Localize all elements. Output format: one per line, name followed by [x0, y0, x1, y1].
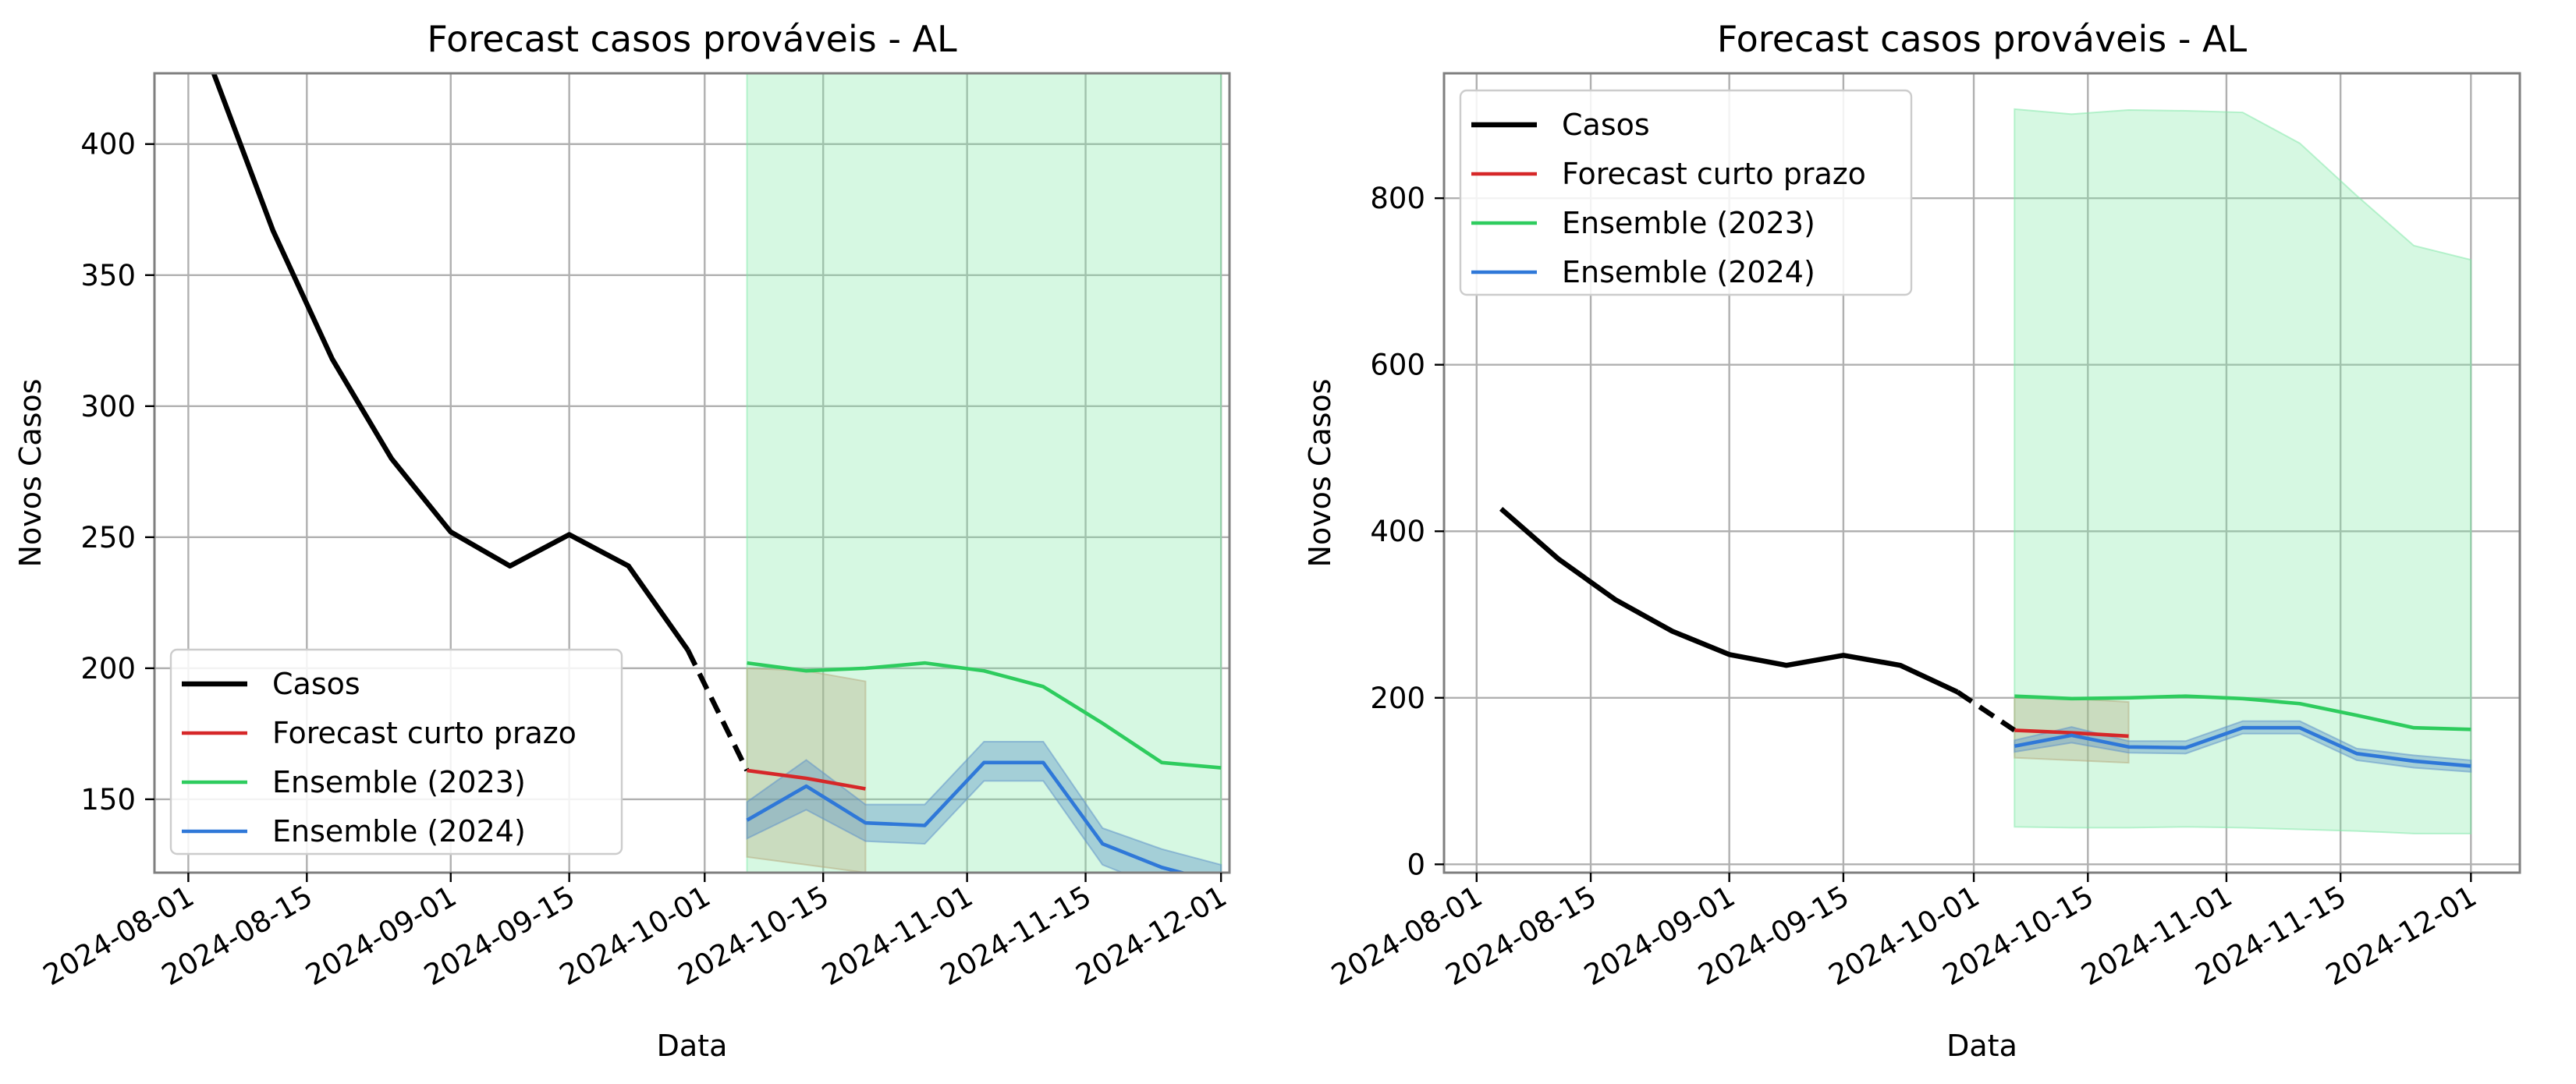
ensemble-2024-line	[2014, 725, 2471, 768]
x-axis-label: Data	[1946, 1029, 2017, 1063]
y-tick-label: 400	[80, 128, 136, 161]
ensemble-2023-band	[746, 73, 1222, 873]
x-tick-label: 2024-12-01	[1070, 880, 1233, 993]
y-tick-label: 200	[80, 652, 136, 685]
plot-area	[1499, 108, 2472, 834]
y-tick-label: 150	[80, 783, 136, 817]
y-axis-label: Novos Casos	[1303, 379, 1337, 568]
right-chart-panel: 02004006008002024-08-012024-08-152024-09…	[1303, 18, 2521, 1063]
forecast-curto-prazo-legend-label: Forecast curto prazo	[1562, 157, 1866, 191]
casos-line	[211, 73, 690, 652]
forecast-curto-prazo-line	[2014, 728, 2129, 739]
forecast-curto-prazo-legend-label: Forecast curto prazo	[272, 716, 577, 750]
y-tick-label: 0	[1407, 848, 1425, 881]
forecast-curto-prazo-line	[747, 768, 866, 791]
ensemble-2023-legend-label: Ensemble (2023)	[272, 765, 526, 799]
casos-line	[1499, 506, 1959, 695]
y-tick-label: 800	[1370, 182, 1425, 215]
y-tick-label: 350	[80, 259, 136, 292]
y-axis-label: Novos Casos	[13, 379, 48, 568]
casos-legend-label: Casos	[272, 667, 360, 701]
y-tick-label: 300	[80, 390, 136, 423]
ensemble-2023-line	[747, 661, 1222, 770]
axes-frame	[153, 72, 1231, 874]
ensemble-2024-line	[746, 760, 1189, 873]
y-tick-label: 250	[80, 521, 136, 554]
ensemble-2024-legend-label: Ensemble (2024)	[1562, 255, 1815, 289]
legend-box	[169, 648, 623, 856]
series-line	[1956, 689, 2017, 733]
y-tick-label: 200	[1370, 682, 1425, 715]
legend-box	[1459, 89, 1913, 296]
legend: Casos Forecast curto prazo Ensemble (2023)…	[169, 648, 623, 856]
left-chart-panel: 1502002503003504002024-08-012024-08-1520…	[13, 18, 1233, 1063]
x-axis-label: Data	[657, 1029, 728, 1063]
chart-title: Forecast casos prováveis - AL	[427, 18, 957, 60]
chart-title: Forecast casos prováveis - AL	[1717, 18, 2248, 60]
ensemble-2024-legend-label: Ensemble (2024)	[272, 814, 526, 848]
plot-area	[211, 73, 1222, 873]
y-tick-label: 400	[1370, 515, 1425, 548]
series-line	[685, 648, 750, 772]
casos-legend-label: Casos	[1562, 108, 1650, 142]
y-tick-label: 600	[1370, 349, 1425, 382]
ensemble-2023-legend-label: Ensemble (2023)	[1562, 206, 1815, 240]
ensemble-2023-band	[2014, 108, 2472, 834]
axes-frame	[1442, 72, 2521, 874]
ensemble-2024-band	[746, 740, 1222, 873]
legend: Casos Forecast curto prazo Ensemble (2023)…	[1459, 89, 1913, 296]
ensemble-2024-band	[2014, 720, 2472, 773]
ensemble-2023-line	[2014, 694, 2471, 732]
